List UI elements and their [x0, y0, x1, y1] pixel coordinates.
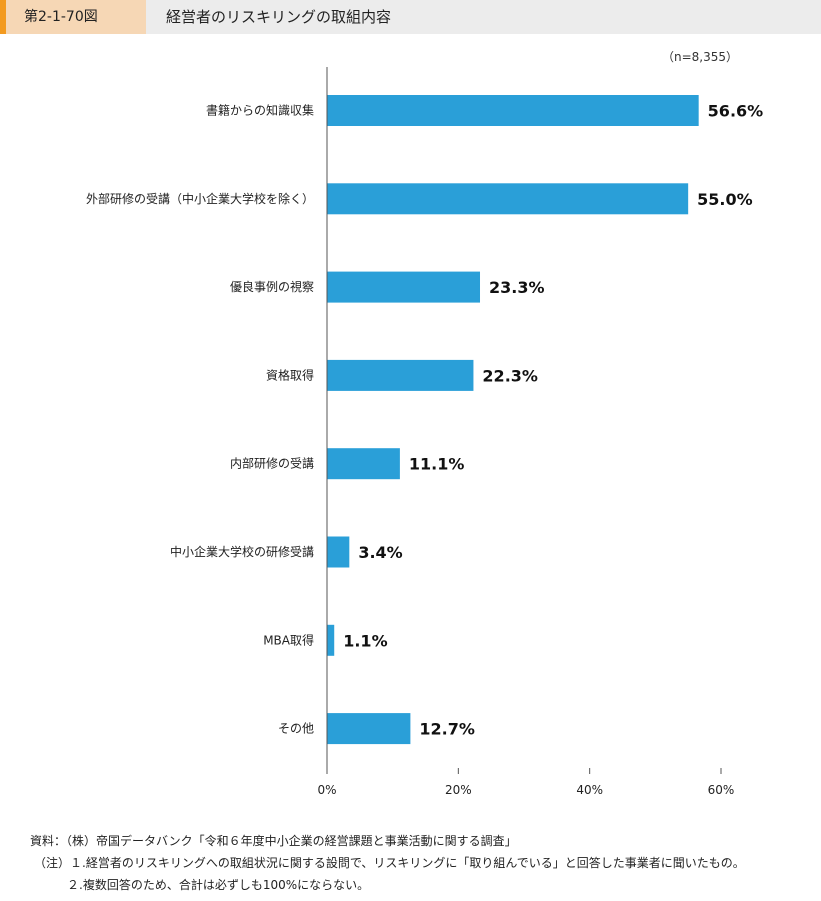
data-label: 23.3% [489, 278, 545, 297]
figure-header: 第2-1-70図 経営者のリスキリングの取組内容 [0, 0, 821, 34]
bar-2 [327, 271, 481, 303]
data-label: 1.1% [343, 631, 387, 650]
data-label: 55.0% [697, 190, 753, 209]
category-label: 内部研修の受講 [230, 456, 314, 471]
figure-id: 第2-1-70図 [6, 0, 146, 34]
bar-0 [327, 95, 699, 126]
category-label: 書籍からの知識収集 [206, 103, 314, 118]
x-tick-label: 60% [708, 783, 735, 797]
bar-5 [327, 536, 350, 568]
bar-1 [327, 183, 689, 215]
bar-6 [327, 624, 335, 656]
x-tick-label: 40% [576, 783, 603, 797]
bar-7 [327, 713, 411, 745]
figure-title: 経営者のリスキリングの取組内容 [166, 8, 392, 26]
data-label: 3.4% [358, 543, 402, 562]
category-label: 優良事例の視察 [230, 279, 314, 294]
bar-3 [327, 359, 474, 391]
category-label: 資格取得 [266, 367, 314, 382]
data-label: 11.1% [409, 455, 465, 474]
sample-size-label: （n=8,355） [662, 50, 738, 64]
notes: 資料：（株）帝国データバンク「令和６年度中小企業の経営課題と事業活動に関する調査… [30, 830, 810, 896]
data-label: 12.7% [419, 720, 475, 739]
data-label: 22.3% [482, 366, 538, 385]
data-label: 56.6% [708, 102, 764, 121]
category-label: 外部研修の受講（中小企業大学校を除く） [86, 191, 314, 206]
x-tick-label: 0% [317, 783, 336, 797]
header-accent-bar [0, 0, 6, 34]
category-label: 中小企業大学校の研修受講 [170, 544, 314, 559]
bar-chart: （n=8,355） 書籍からの知識収集 56.6% 外部研修の受講（中小企業大学校を除… [86, 50, 764, 797]
x-tick-label: 20% [445, 783, 472, 797]
category-label: その他 [278, 722, 314, 736]
note-2: ２.複数回答のため、合計は必ずしも100%にならない。 [67, 878, 370, 892]
note-1: （注）１.経営者のリスキリングへの取組状況に関する設問で、リスキリングに「取り組… [34, 856, 745, 870]
source-note: 資料：（株）帝国データバンク「令和６年度中小企業の経営課題と事業活動に関する調査… [30, 834, 517, 848]
bar-4 [327, 448, 400, 480]
category-label: MBA取得 [263, 632, 314, 647]
